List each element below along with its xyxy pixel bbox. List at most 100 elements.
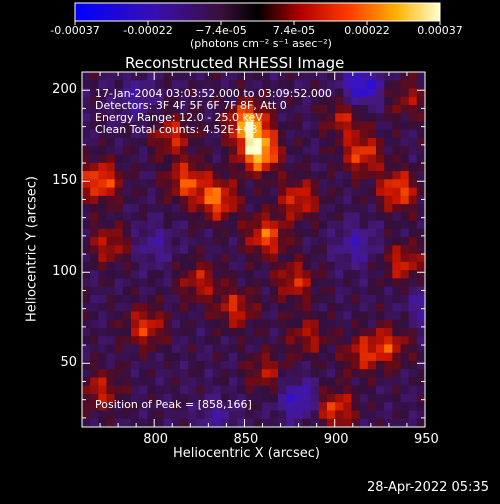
heatmap-cell <box>155 171 165 180</box>
heatmap-cell <box>122 195 132 205</box>
heatmap-cell <box>171 121 181 131</box>
heatmap-cell <box>253 410 263 420</box>
heatmap-cell <box>114 393 124 403</box>
heatmap-cell <box>180 319 189 329</box>
heatmap-cell <box>237 327 246 337</box>
heatmap-cell <box>351 72 361 81</box>
heatmap-cell <box>237 402 246 412</box>
heatmap-cell <box>302 146 312 156</box>
heatmap-cell <box>367 88 377 98</box>
heatmap-cell <box>310 220 320 230</box>
x-tick-label: 850 <box>233 432 259 447</box>
heatmap-cell <box>253 270 263 279</box>
heatmap-cell <box>310 344 320 354</box>
heatmap-cell <box>229 162 238 172</box>
heatmap-cell <box>384 129 393 139</box>
heatmap-cell <box>310 88 320 98</box>
heatmap-cell <box>237 352 246 362</box>
heatmap-cell <box>147 113 157 123</box>
heatmap-cell <box>229 220 238 230</box>
heatmap-cell <box>82 393 91 403</box>
heatmap-cell <box>212 327 222 337</box>
heatmap-cell <box>351 88 361 98</box>
heatmap-cell <box>392 179 402 189</box>
heatmap-cell <box>278 80 287 90</box>
heatmap-cell <box>237 410 246 420</box>
heatmap-cell <box>335 129 344 139</box>
heatmap-cell <box>204 410 214 420</box>
heatmap-cell <box>180 303 189 313</box>
heatmap-cell <box>269 245 279 255</box>
heatmap-cell <box>204 187 214 197</box>
heatmap-cell <box>261 88 271 98</box>
heatmap-cell <box>376 294 385 304</box>
heatmap-cell <box>351 385 361 395</box>
heatmap-cell <box>82 72 91 81</box>
heatmap-cell <box>237 336 246 346</box>
heatmap-cell <box>416 253 426 263</box>
heatmap-cell <box>122 336 132 346</box>
heatmap-cell <box>114 113 124 123</box>
heatmap-cell <box>335 138 344 147</box>
heatmap-cell <box>367 113 377 123</box>
heatmap-cell <box>131 204 140 213</box>
heatmap-cell <box>139 418 148 428</box>
heatmap-cell <box>163 146 173 156</box>
heatmap-cell <box>261 377 271 387</box>
heatmap-cell <box>196 212 206 222</box>
heatmap-cell <box>416 286 426 296</box>
heatmap-cell <box>131 121 140 131</box>
heatmap-cell <box>220 162 230 172</box>
heatmap-cell <box>139 220 148 230</box>
heatmap-cell <box>180 146 189 156</box>
heatmap-cell <box>237 113 246 123</box>
heatmap-cell <box>327 377 336 387</box>
heatmap-cell <box>376 105 385 114</box>
heatmap-cell <box>310 80 320 90</box>
heatmap-cell <box>155 129 165 139</box>
heatmap-cell <box>408 402 418 412</box>
heatmap-cell <box>82 253 91 263</box>
heatmap-cell <box>416 344 426 354</box>
heatmap-cell <box>278 418 287 428</box>
heatmap-cell <box>220 319 230 329</box>
heatmap-cell <box>253 418 263 428</box>
heatmap-cell <box>196 121 206 131</box>
heatmap-cell <box>204 113 214 123</box>
heatmap-cell <box>359 418 369 428</box>
heatmap-cell <box>139 146 148 156</box>
heatmap-cell <box>408 204 418 213</box>
heatmap-cell <box>302 179 312 189</box>
heatmap-cell <box>163 96 173 106</box>
heatmap-cell <box>408 138 418 147</box>
heatmap-cell <box>204 88 214 98</box>
heatmap-cell <box>335 113 344 123</box>
heatmap-cell <box>416 105 426 114</box>
heatmap-cell <box>155 138 165 147</box>
heatmap-cell <box>261 187 271 197</box>
heatmap-cell <box>367 195 377 205</box>
heatmap-cell <box>163 311 173 321</box>
heatmap-cell <box>318 162 328 172</box>
x-tick-label: 950 <box>414 432 439 447</box>
heatmap-cell <box>318 410 328 420</box>
heatmap-cell <box>245 228 255 238</box>
heatmap-cell <box>196 402 206 412</box>
heatmap-cell <box>204 294 214 304</box>
heatmap-cell <box>98 278 108 288</box>
heatmap-cell <box>384 385 393 395</box>
heatmap-cell <box>180 294 189 304</box>
heatmap-cell <box>327 195 336 205</box>
heatmap-cell <box>98 154 108 164</box>
heatmap-cell <box>237 228 246 238</box>
heatmap-cell <box>237 212 246 222</box>
heatmap-cell <box>163 187 173 197</box>
heatmap-cell <box>318 187 328 197</box>
heatmap-cell <box>90 377 99 387</box>
heatmap-cell <box>253 303 263 313</box>
heatmap-cell <box>155 385 165 395</box>
heatmap-cell <box>139 138 148 147</box>
heatmap-cell <box>229 146 238 156</box>
heatmap-cell <box>237 393 246 403</box>
heatmap-cell <box>359 327 369 337</box>
